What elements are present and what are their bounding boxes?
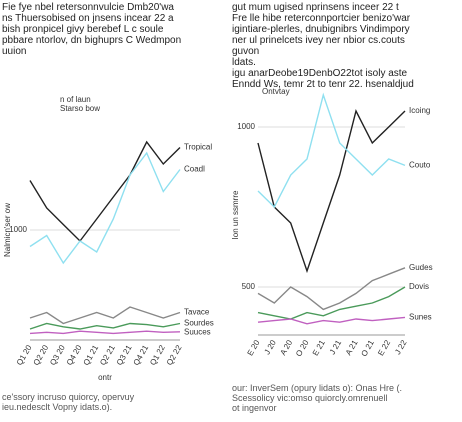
legend-label: Suuces [184, 328, 211, 337]
header-line: Enndd Ws, temr 2t to tenr 22. hsenaldjud [232, 79, 414, 90]
y-tick-label: 1000 [237, 122, 255, 131]
series-line [257, 286, 406, 320]
y-axis-label: Nalmicn'ser ow [3, 203, 12, 257]
header-line: igintiare-plerles, dnubignibrs Vindimpor… [232, 24, 410, 35]
x-tick-label: Q4 21 [132, 343, 151, 367]
legend-label: Sunes [409, 313, 432, 322]
x-tick-label: A 21 [344, 338, 360, 357]
y-tick-label: 500 [242, 282, 256, 291]
header-line: Fie fye nbel retersonnvulcie Dmb20'wa [2, 2, 174, 13]
series-line [29, 330, 181, 335]
footer-left: ce'ssory incruso quiorcy, opervuy ieu.ned… [2, 392, 230, 412]
series-line [29, 322, 181, 330]
legend-label: Couto [409, 161, 431, 170]
x-tick-label: E 21 [311, 338, 327, 357]
series-line [257, 316, 406, 325]
series-line [29, 151, 181, 265]
header-line: uuion [2, 46, 27, 57]
x-tick-label: J 22 [393, 338, 409, 356]
x-tick-label: J 21 [328, 338, 344, 356]
chart-subtitle: Starso bow [60, 104, 100, 113]
x-tick-label: O 21 [359, 338, 376, 358]
header-line: bish pronpicel givy berebef L c soule [2, 24, 164, 35]
header-line: guvon [232, 46, 260, 57]
legend-label: Coadl [184, 165, 205, 174]
legend-label: Dovis [409, 282, 429, 291]
x-tick-label: Q3 20 [48, 343, 67, 367]
x-tick-label: A 20 [278, 338, 294, 357]
chart-title: n of laun [60, 95, 91, 104]
header-left: Fie fye nbel retersonnvulcie Dmb20'wa ns … [2, 2, 230, 57]
footer-line: ce'ssory incruso quiorcy, opervuy [2, 392, 135, 402]
footer-line: ot ingenvor [232, 403, 277, 413]
x-tick-label: Q2 21 [98, 343, 117, 367]
x-tick-label: Q1 20 [15, 343, 34, 367]
footer-line: our: InverSem (opury lidats o): Onas Hre… [232, 383, 403, 393]
series-line [257, 92, 406, 209]
y-axis-label: Ion un ssmrre [231, 190, 240, 239]
header-line: ldats. [232, 57, 256, 68]
footer-line: Scessolicy vic:omso quiorcly.omrenuell [232, 393, 388, 403]
x-tick-label: Q2 22 [165, 343, 184, 367]
series-line [29, 306, 181, 325]
header-line: Fre lle hibe reterconnportcier benizo'wa… [232, 13, 411, 24]
series-line [29, 140, 181, 243]
x-tick-label: Q2 20 [32, 343, 51, 367]
legend-label: Tavace [184, 308, 210, 317]
legend-label: Gudes [409, 263, 433, 272]
series-line [257, 267, 406, 311]
x-axis-label: ontr [98, 373, 112, 382]
y-tick-label: 1000 [9, 225, 27, 234]
x-tick-label: Q4 20 [65, 343, 84, 367]
x-tick-label: Q1 22 [148, 343, 167, 367]
legend-label: Sourdes [184, 319, 214, 328]
x-tick-label: E 22 [376, 338, 392, 357]
legend-label: Icoing [409, 106, 430, 115]
header-line: igu anarDeobe19DenbO22tot isoly aste [232, 68, 408, 79]
footer-right: our: InverSem (opury lidats o): Onas Hre… [232, 383, 460, 413]
chart-title: Ontvtay [262, 87, 290, 96]
legend-label: Tropical [184, 143, 212, 152]
header-line: pbbare ntorlov, dn bighuprs C Wedmpon [2, 35, 182, 46]
x-tick-label: J 20 [263, 338, 279, 356]
series-line [257, 109, 406, 274]
x-tick-label: Q1 21 [82, 343, 101, 367]
x-tick-label: O 20 [294, 338, 311, 358]
header-line: gut mum ugised nprinsens inceer 22 t [232, 2, 399, 13]
footer-line: ieu.nedesclt Vopny idats.o). [2, 402, 113, 412]
header-line: ns Thuersobised on jnsens incear 22 a [2, 13, 174, 24]
header-line: ner ul prinelcets ivey ner nbior cs.cout… [232, 35, 405, 46]
header-right: gut mum ugised nprinsens inceer 22 t Fre … [232, 2, 460, 90]
x-tick-label: E 20 [246, 338, 262, 357]
x-tick-label: Q3 21 [115, 343, 134, 367]
